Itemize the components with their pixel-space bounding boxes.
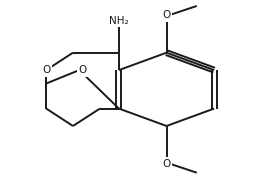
Text: O: O [162,10,171,20]
Text: NH₂: NH₂ [109,16,129,26]
Text: O: O [162,158,171,169]
Text: O: O [42,65,50,75]
Text: O: O [78,65,87,75]
